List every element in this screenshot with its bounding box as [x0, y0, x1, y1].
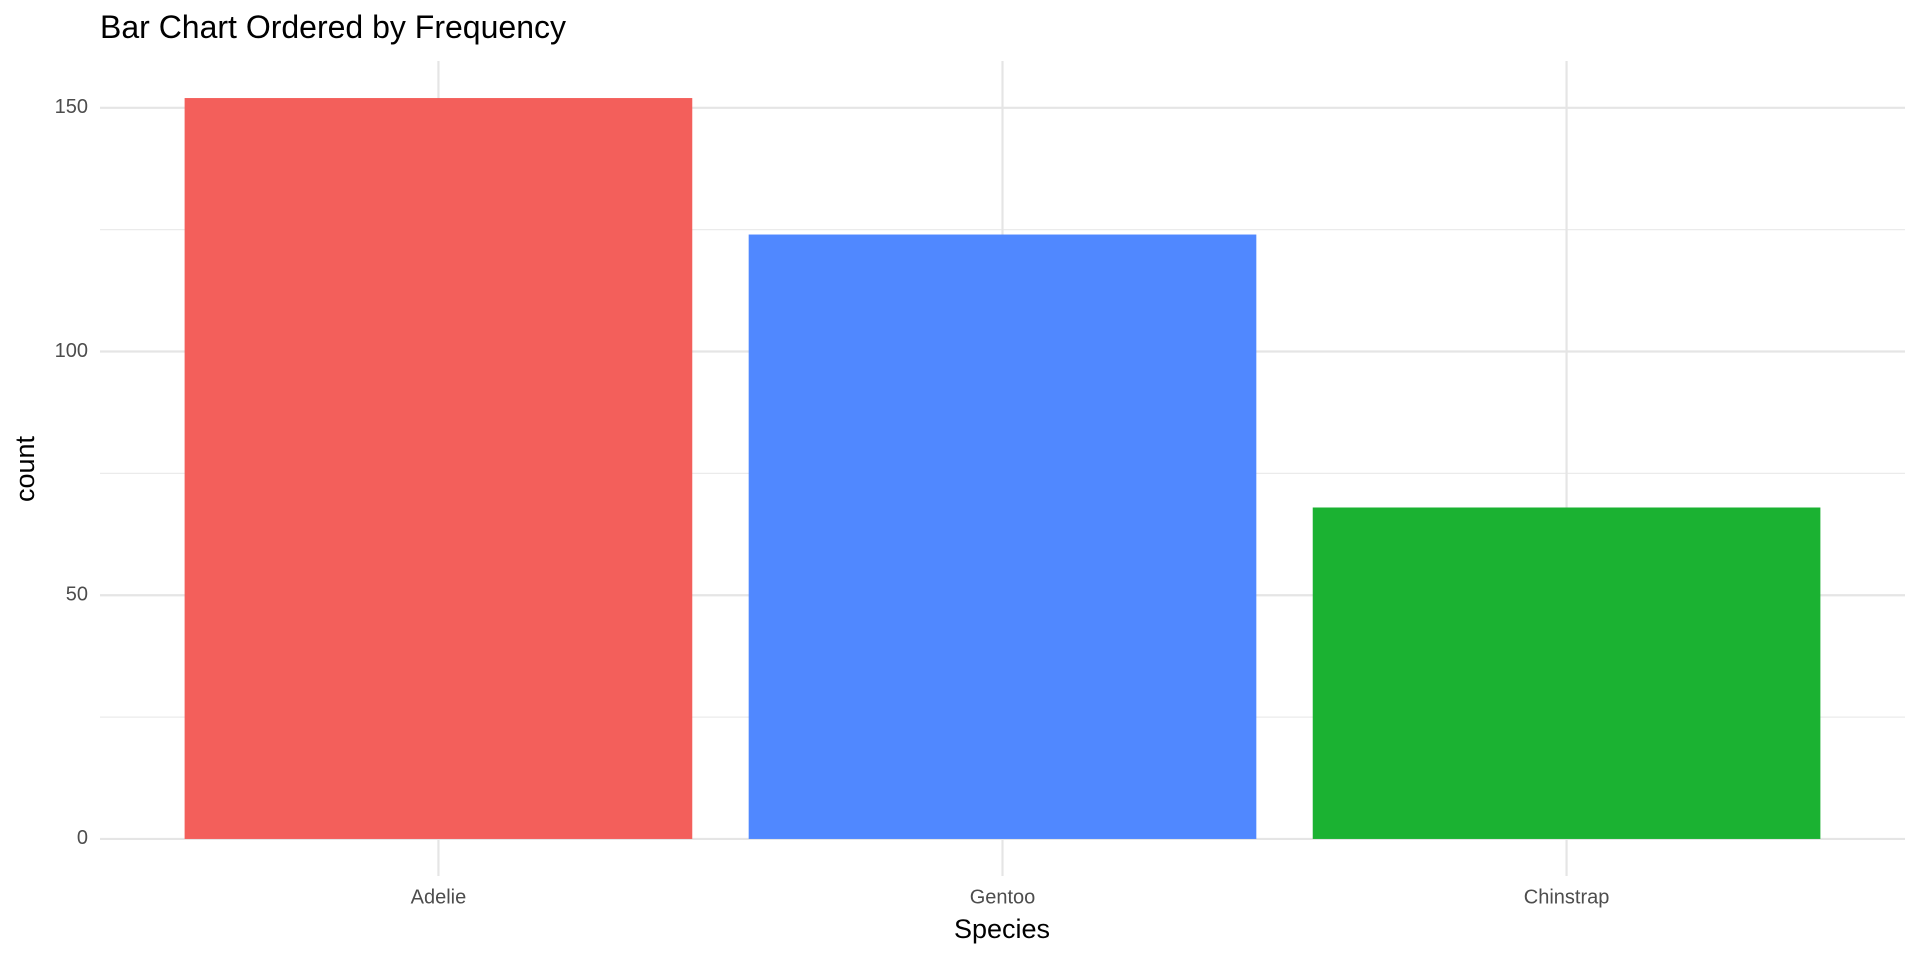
x-tick-label: Gentoo — [970, 886, 1036, 908]
bar — [1312, 507, 1821, 839]
x-tick-label: Adelie — [411, 886, 467, 908]
y-tick-label: 150 — [55, 96, 88, 118]
x-tick-label: Chinstrap — [1524, 886, 1610, 908]
chart-title: Bar Chart Ordered by Frequency — [100, 9, 566, 45]
x-axis-title: Species — [954, 914, 1050, 944]
y-tick-label: 100 — [55, 340, 88, 362]
bar — [748, 234, 1257, 839]
bar — [184, 98, 693, 839]
y-tick-label: 0 — [77, 827, 88, 849]
y-tick-label: 50 — [66, 584, 88, 606]
y-axis-title: count — [10, 435, 40, 502]
